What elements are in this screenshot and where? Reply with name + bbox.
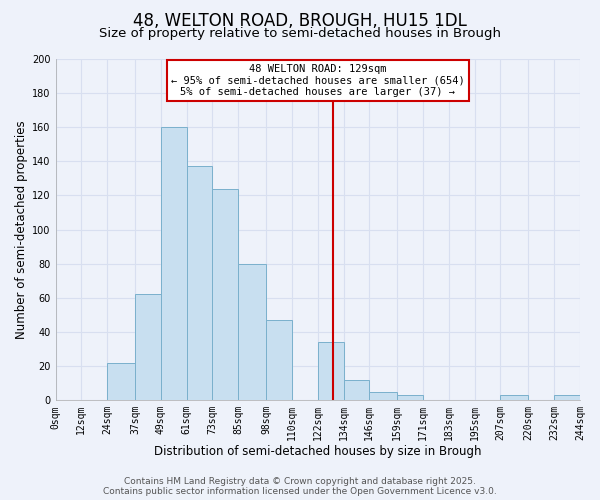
Bar	[318, 342, 344, 400]
Text: 48, WELTON ROAD, BROUGH, HU15 1DL: 48, WELTON ROAD, BROUGH, HU15 1DL	[133, 12, 467, 30]
Text: 48 WELTON ROAD: 129sqm
← 95% of semi-detached houses are smaller (654)
5% of sem: 48 WELTON ROAD: 129sqm ← 95% of semi-det…	[171, 64, 464, 98]
Text: Contains HM Land Registry data © Crown copyright and database right 2025.
Contai: Contains HM Land Registry data © Crown c…	[103, 476, 497, 496]
Bar	[397, 395, 423, 400]
Bar	[161, 127, 187, 400]
Bar	[238, 264, 266, 400]
Bar	[344, 380, 370, 400]
X-axis label: Distribution of semi-detached houses by size in Brough: Distribution of semi-detached houses by …	[154, 444, 482, 458]
Y-axis label: Number of semi-detached properties: Number of semi-detached properties	[15, 120, 28, 339]
Bar	[554, 395, 580, 400]
Bar	[266, 320, 292, 400]
Bar	[135, 294, 161, 400]
Bar	[212, 188, 238, 400]
Bar	[107, 362, 135, 400]
Text: Size of property relative to semi-detached houses in Brough: Size of property relative to semi-detach…	[99, 28, 501, 40]
Bar	[187, 166, 212, 400]
Bar	[500, 395, 529, 400]
Bar	[370, 392, 397, 400]
